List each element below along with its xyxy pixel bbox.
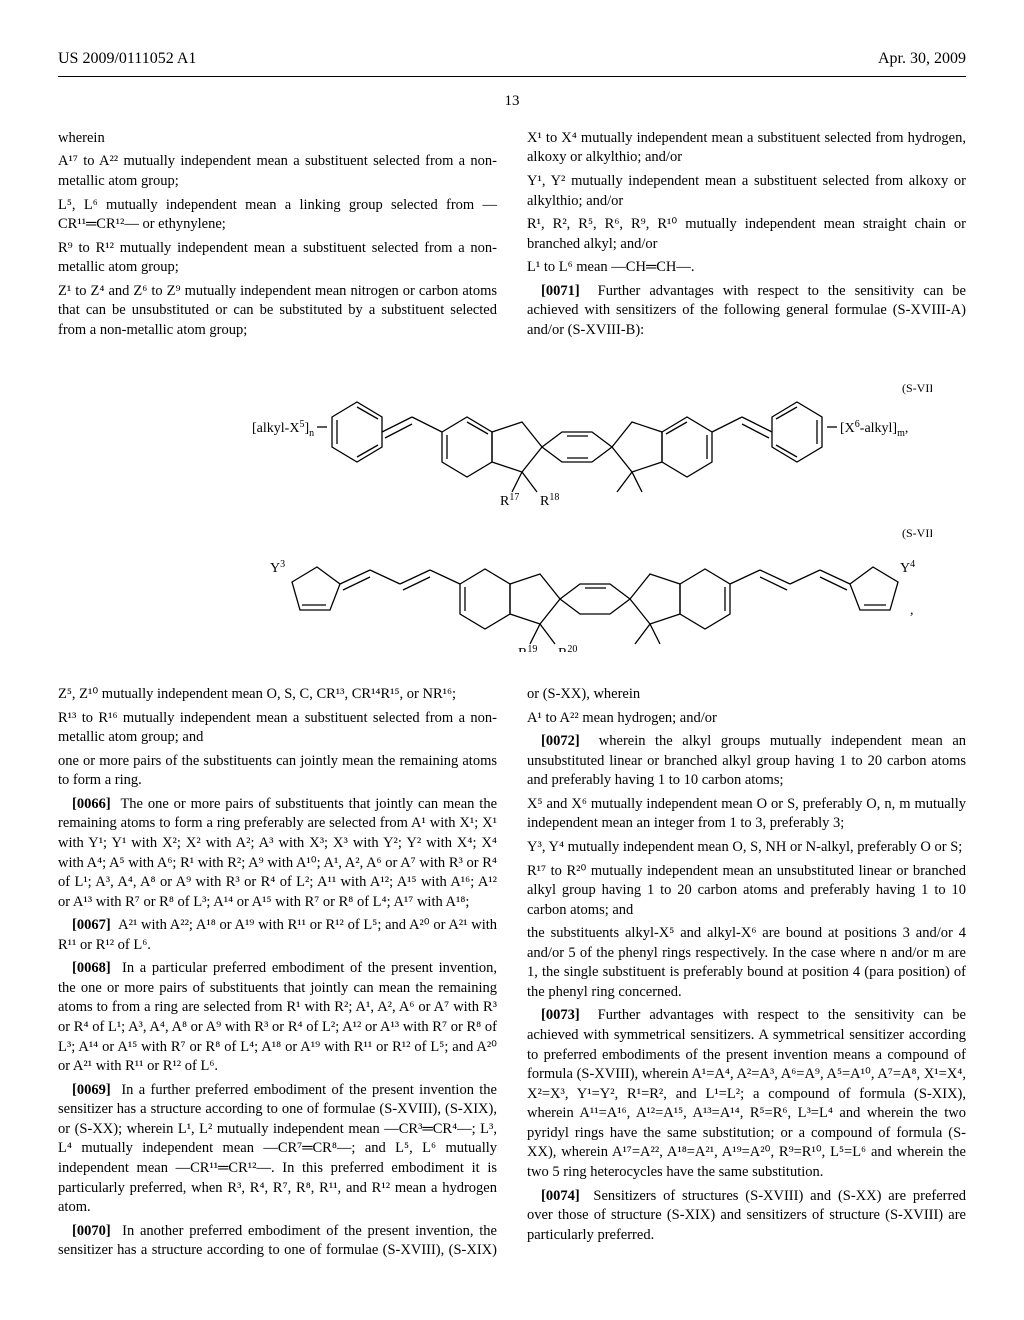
text-wherein: wherein	[58, 129, 497, 149]
para-label-0068: [0068]	[72, 960, 111, 976]
para-label-0066: [0066]	[72, 796, 111, 812]
text-y3-y4: Y³, Y⁴ mutually independent mean O, S, N…	[527, 838, 966, 858]
r19-label: R19	[518, 644, 537, 652]
para-text-0074: Sensitizers of structures (S-XVIII) and …	[527, 1188, 966, 1243]
text-l5-l6: L⁵, L⁶ mutually independent mean a linki…	[58, 196, 497, 235]
para-label-0070: [0070]	[72, 1223, 111, 1239]
para-text-0068: In a particular preferred embodiment of …	[58, 960, 497, 1074]
para-label-0074: [0074]	[541, 1188, 580, 1204]
para-text-0071: Further advantages with respect to the s…	[527, 283, 966, 338]
structure-svg: (S-VIII-A) (S-VIII-B) [alkyl-X5]n [X6-al…	[92, 372, 932, 652]
text-r13-r16: R¹³ to R¹⁶ mutually independent mean a s…	[58, 709, 497, 748]
para-text-0073: Further advantages with respect to the s…	[527, 1007, 966, 1180]
para-0071: [0071] Further advantages with respect t…	[527, 282, 966, 341]
para-text-0067: A²¹ with A²²; A¹⁸ or A¹⁹ with R¹¹ or R¹²…	[58, 917, 497, 953]
left-subst-a: [alkyl-X5]n	[252, 419, 314, 439]
r18-label: R18	[540, 492, 559, 509]
y4-label: Y4	[900, 559, 915, 576]
para-label-0069: [0069]	[72, 1082, 111, 1098]
y3-label: Y3	[270, 559, 285, 576]
r20-label: R20	[558, 644, 577, 652]
para-0067: [0067] A²¹ with A²²; A¹⁸ or A¹⁹ with R¹¹…	[58, 916, 497, 955]
text-r9-r12: R⁹ to R¹² mutually independent mean a su…	[58, 239, 497, 278]
para-0073: [0073] Further advantages with respect t…	[527, 1006, 966, 1182]
publication-date: Apr. 30, 2009	[878, 48, 966, 70]
r17-label: R17	[500, 492, 519, 509]
text-a1-a22: A¹ to A²² mean hydrogen; and/or	[527, 709, 966, 729]
text-l1-l6: L¹ to L⁶ mean —CH═CH—.	[527, 258, 966, 278]
text-y1-y2: Y¹, Y² mutually independent mean a subst…	[527, 172, 966, 211]
publication-number: US 2009/0111052 A1	[58, 48, 196, 70]
chemical-structure-figure: (S-VIII-A) (S-VIII-B) [alkyl-X5]n [X6-al…	[58, 372, 966, 659]
right-subst-a: [X6-alkyl]m,	[840, 419, 908, 439]
text-a17-a22: A¹⁷ to A²² mutually independent mean a s…	[58, 152, 497, 191]
para-label-0072: [0072]	[541, 733, 580, 749]
body-columns: wherein A¹⁷ to A²² mutually independent …	[58, 129, 966, 1261]
para-text-0069: In a further preferred embodiment of the…	[58, 1082, 497, 1215]
text-pairs: one or more pairs of the substituents ca…	[58, 752, 497, 791]
para-0074: [0074] Sensitizers of structures (S-XVII…	[527, 1187, 966, 1246]
para-0066: [0066] The one or more pairs of substitu…	[58, 795, 497, 912]
para-label-0071: [0071]	[541, 283, 580, 299]
para-0072: [0072] wherein the alkyl groups mutually…	[527, 732, 966, 791]
formula-label-b: (S-VIII-B)	[902, 526, 932, 540]
page-header: US 2009/0111052 A1 Apr. 30, 2009	[58, 48, 966, 70]
para-text-0066: The one or more pairs of substituents th…	[58, 796, 497, 910]
para-label-0073: [0073]	[541, 1007, 580, 1023]
page-number: 13	[58, 91, 966, 111]
text-z5-z10: Z⁵, Z¹⁰ mutually independent mean O, S, …	[58, 685, 497, 705]
text-r17-r20: R¹⁷ to R²⁰ mutually independent mean an …	[527, 862, 966, 921]
text-x1-x4: X¹ to X⁴ mutually independent mean a sub…	[527, 129, 966, 168]
para-0069: [0069] In a further preferred embodiment…	[58, 1081, 497, 1218]
text-r1etc: R¹, R², R⁵, R⁶, R⁹, R¹⁰ mutually indepen…	[527, 215, 966, 254]
formula-label-a: (S-VIII-A)	[902, 381, 932, 395]
svg-text:,: ,	[910, 603, 914, 618]
text-substituents: the substituents alkyl-X⁵ and alkyl-X⁶ a…	[527, 924, 966, 1002]
para-0068: [0068] In a particular preferred embodim…	[58, 959, 497, 1076]
para-label-0067: [0067]	[72, 917, 111, 933]
text-x5-x6: X⁵ and X⁶ mutually independent mean O or…	[527, 795, 966, 834]
para-text-0072: wherein the alkyl groups mutually indepe…	[527, 733, 966, 788]
text-z: Z¹ to Z⁴ and Z⁶ to Z⁹ mutually independe…	[58, 282, 497, 341]
header-rule	[58, 76, 966, 77]
